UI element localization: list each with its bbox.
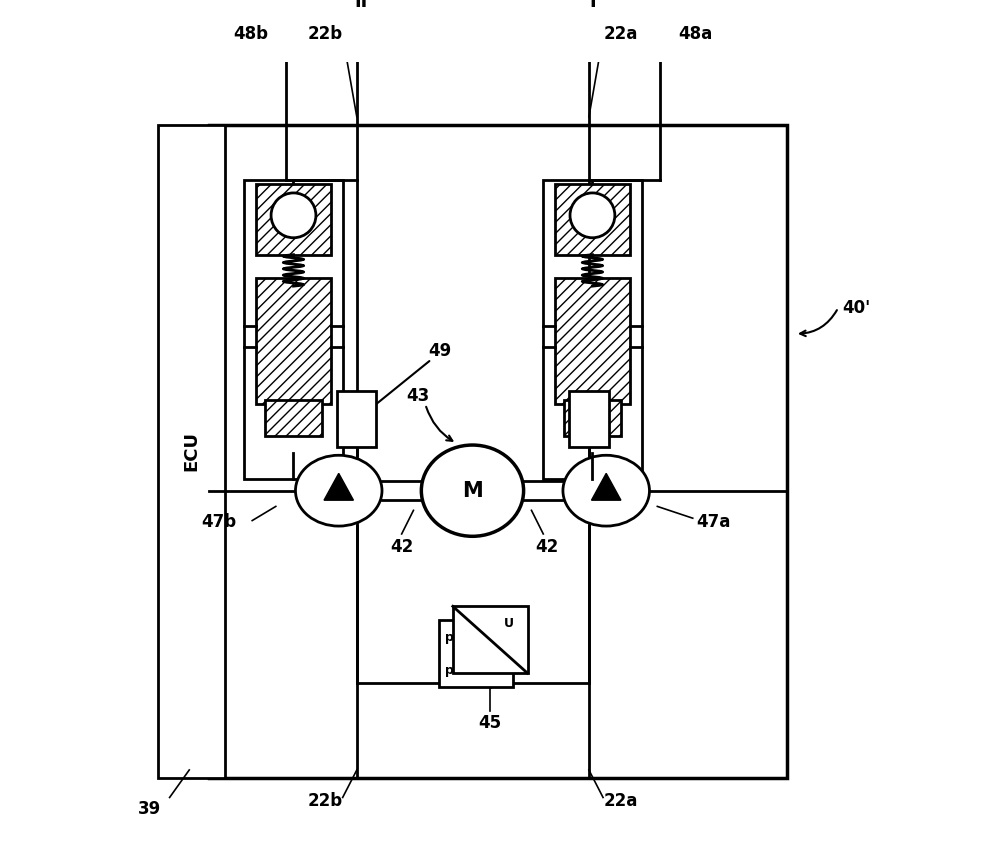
Text: I: I xyxy=(590,0,596,11)
Circle shape xyxy=(570,193,615,238)
Text: 45: 45 xyxy=(479,714,502,732)
Ellipse shape xyxy=(563,456,649,526)
Text: 48a: 48a xyxy=(678,26,712,43)
Bar xyxy=(265,400,322,435)
Polygon shape xyxy=(324,473,353,500)
Bar xyxy=(337,391,376,447)
Bar xyxy=(209,125,787,778)
Bar xyxy=(256,184,331,255)
Ellipse shape xyxy=(421,445,524,536)
Bar xyxy=(158,125,225,778)
Text: M: M xyxy=(462,480,483,501)
Ellipse shape xyxy=(295,456,382,526)
Polygon shape xyxy=(591,473,621,500)
Bar xyxy=(564,400,621,435)
Text: 22a: 22a xyxy=(603,792,638,810)
Text: 39: 39 xyxy=(138,801,162,819)
Text: 48b: 48b xyxy=(233,26,268,43)
Text: U: U xyxy=(504,616,514,630)
Bar xyxy=(244,180,343,479)
Text: 22a: 22a xyxy=(603,26,638,43)
Text: 47a: 47a xyxy=(697,513,731,531)
Text: p: p xyxy=(445,631,454,643)
Text: 49: 49 xyxy=(428,343,451,360)
Bar xyxy=(555,278,630,404)
Text: II: II xyxy=(354,0,367,11)
Bar xyxy=(453,606,528,673)
Text: 43: 43 xyxy=(406,388,429,405)
Circle shape xyxy=(271,193,316,238)
Text: 22b: 22b xyxy=(308,26,343,43)
Text: 42: 42 xyxy=(390,538,413,556)
Text: 42: 42 xyxy=(536,538,559,556)
Text: 22b: 22b xyxy=(308,792,343,810)
Text: p: p xyxy=(445,664,454,677)
Bar xyxy=(256,278,331,404)
Text: 40': 40' xyxy=(842,298,870,317)
Text: 47b: 47b xyxy=(201,513,236,531)
Bar xyxy=(543,180,642,479)
Text: ECU: ECU xyxy=(182,431,200,472)
Bar xyxy=(555,184,630,255)
Bar xyxy=(569,391,609,447)
Bar xyxy=(439,620,513,688)
